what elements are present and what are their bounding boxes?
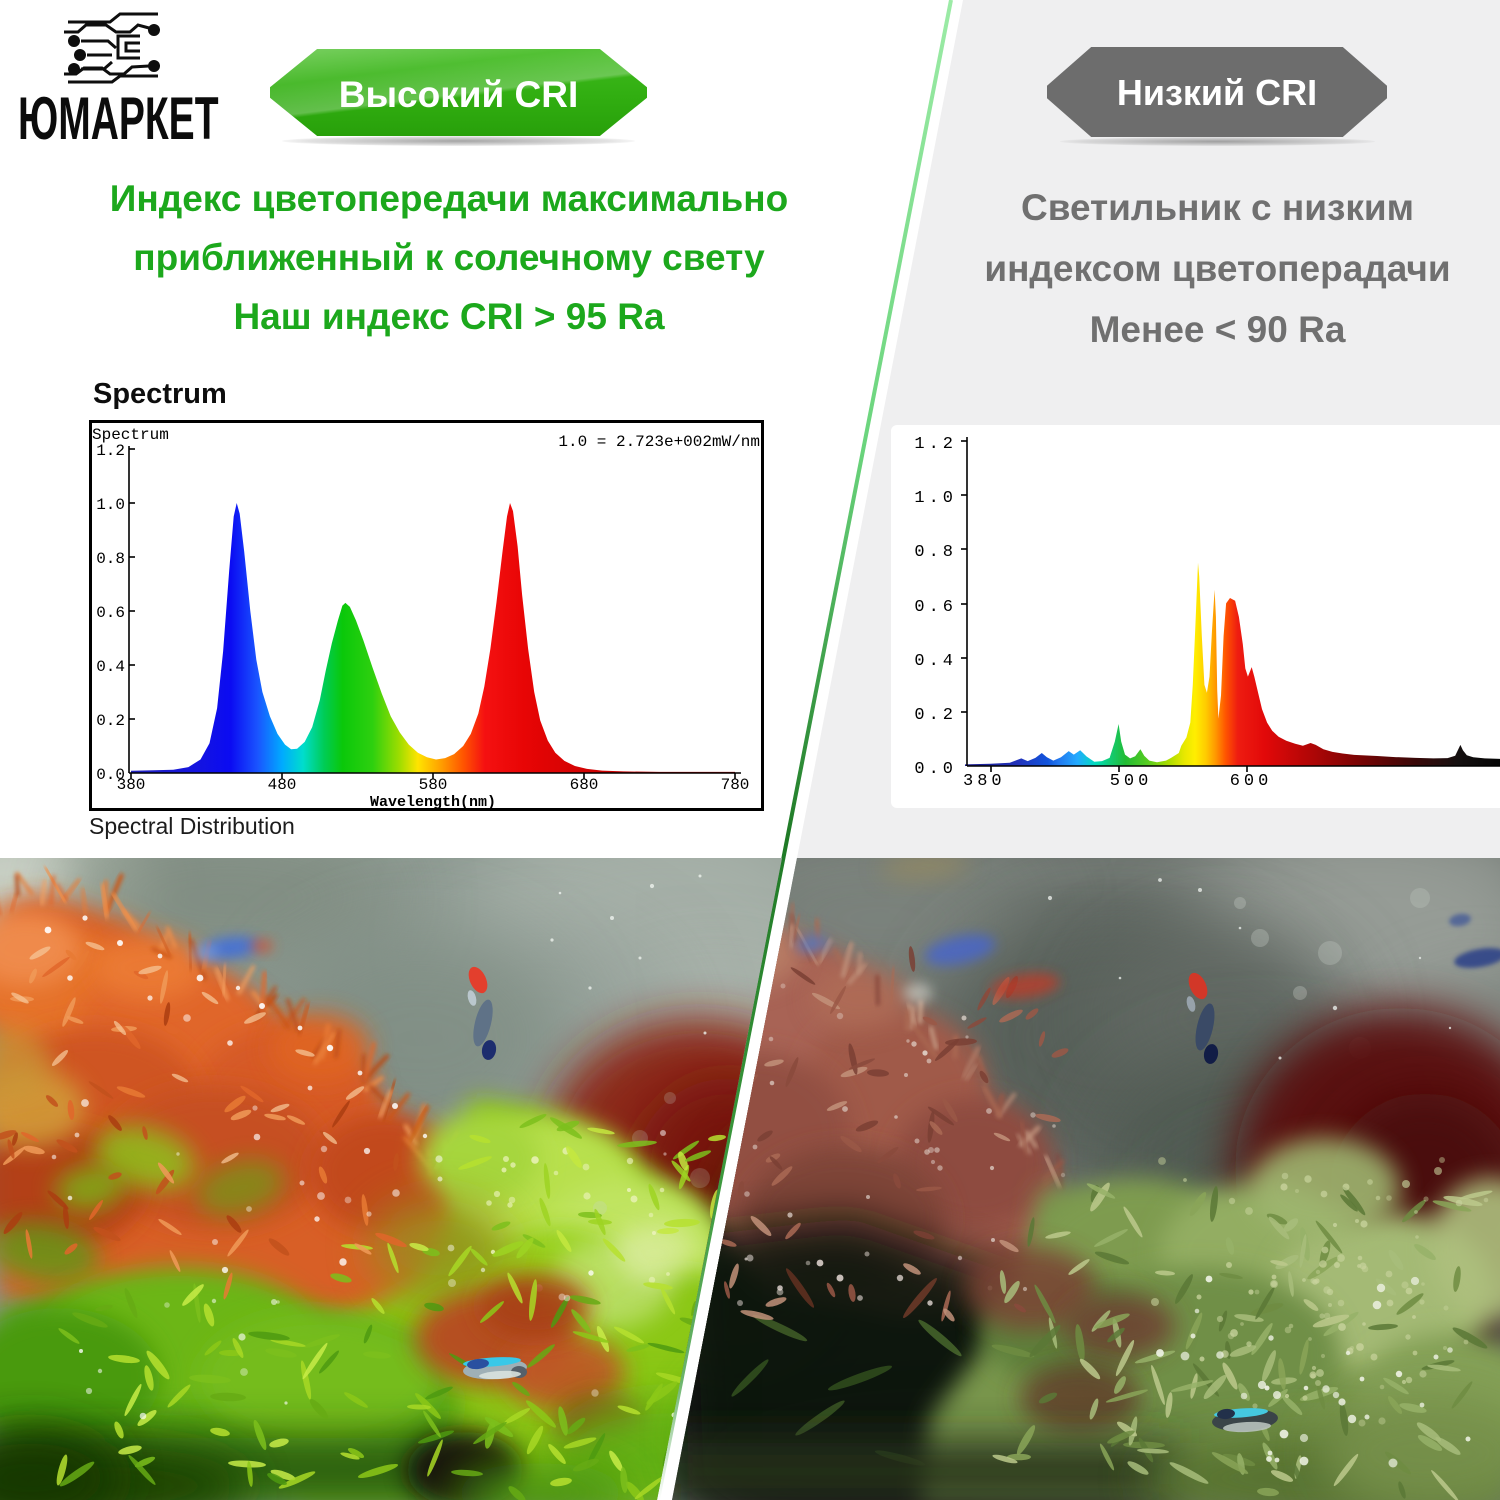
svg-text:580: 580 <box>419 776 448 794</box>
svg-text:0.6: 0.6 <box>96 604 125 622</box>
svg-text:0.2: 0.2 <box>914 706 957 725</box>
svg-text:380: 380 <box>963 772 1006 791</box>
svg-text:1.0: 1.0 <box>914 489 957 508</box>
svg-text:600: 600 <box>1230 772 1273 791</box>
svg-text:0.6: 0.6 <box>914 598 957 617</box>
svg-text:0.4: 0.4 <box>914 652 957 671</box>
svg-text:500: 500 <box>1110 772 1153 791</box>
svg-text:380: 380 <box>117 776 146 794</box>
svg-text:680: 680 <box>570 776 599 794</box>
svg-text:0.0: 0.0 <box>96 766 125 784</box>
svg-text:1.2: 1.2 <box>914 435 957 454</box>
svg-text:780: 780 <box>721 776 750 794</box>
svg-text:0.8: 0.8 <box>914 543 957 562</box>
svg-text:1.0: 1.0 <box>96 496 125 514</box>
svg-text:0.2: 0.2 <box>96 712 125 730</box>
svg-text:0.0: 0.0 <box>914 760 957 779</box>
svg-text:Spectrum: Spectrum <box>92 426 169 444</box>
svg-text:480: 480 <box>268 776 297 794</box>
svg-text:1.2: 1.2 <box>96 442 125 460</box>
svg-text:Wavelength(nm): Wavelength(nm) <box>370 794 496 811</box>
svg-text:0.8: 0.8 <box>96 550 125 568</box>
svg-text:1.0 = 2.723e+002mW/nm: 1.0 = 2.723e+002mW/nm <box>558 433 760 451</box>
svg-text:0.4: 0.4 <box>96 658 125 676</box>
